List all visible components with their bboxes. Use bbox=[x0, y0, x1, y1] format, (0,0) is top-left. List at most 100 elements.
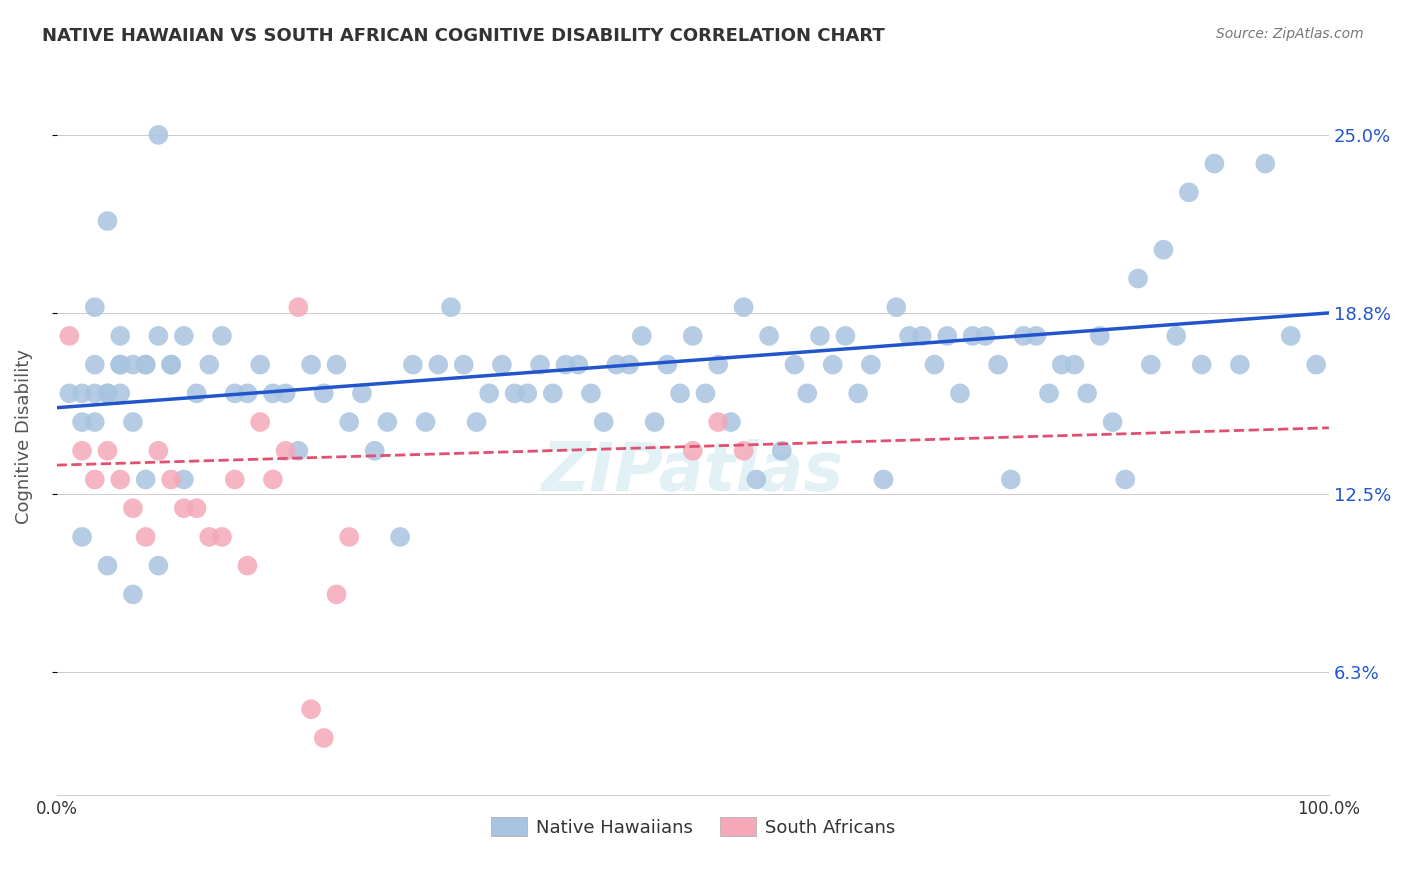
Point bbox=[1229, 358, 1251, 372]
Point bbox=[898, 329, 921, 343]
Point bbox=[325, 587, 347, 601]
Point bbox=[160, 473, 183, 487]
Point bbox=[312, 731, 335, 745]
Point bbox=[924, 358, 946, 372]
Point bbox=[312, 386, 335, 401]
Point bbox=[325, 358, 347, 372]
Point bbox=[592, 415, 614, 429]
Point bbox=[1279, 329, 1302, 343]
Point bbox=[1063, 358, 1085, 372]
Point bbox=[631, 329, 654, 343]
Point bbox=[337, 415, 360, 429]
Point bbox=[160, 358, 183, 372]
Point bbox=[70, 443, 93, 458]
Point bbox=[224, 386, 246, 401]
Point bbox=[83, 415, 105, 429]
Point bbox=[224, 473, 246, 487]
Point bbox=[122, 587, 145, 601]
Point bbox=[110, 386, 132, 401]
Point bbox=[1025, 329, 1047, 343]
Point bbox=[758, 329, 780, 343]
Point bbox=[287, 300, 309, 314]
Point bbox=[541, 386, 564, 401]
Point bbox=[1000, 473, 1022, 487]
Point bbox=[427, 358, 450, 372]
Point bbox=[962, 329, 984, 343]
Point bbox=[1101, 415, 1123, 429]
Point bbox=[96, 443, 118, 458]
Legend: Native Hawaiians, South Africans: Native Hawaiians, South Africans bbox=[484, 810, 903, 844]
Point bbox=[122, 415, 145, 429]
Point bbox=[83, 300, 105, 314]
Point bbox=[236, 386, 259, 401]
Text: NATIVE HAWAIIAN VS SOUTH AFRICAN COGNITIVE DISABILITY CORRELATION CHART: NATIVE HAWAIIAN VS SOUTH AFRICAN COGNITI… bbox=[42, 27, 884, 45]
Point bbox=[299, 358, 322, 372]
Point bbox=[363, 443, 385, 458]
Point bbox=[236, 558, 259, 573]
Point bbox=[516, 386, 538, 401]
Point bbox=[605, 358, 627, 372]
Point bbox=[846, 386, 869, 401]
Point bbox=[110, 358, 132, 372]
Point bbox=[478, 386, 501, 401]
Point bbox=[453, 358, 475, 372]
Point bbox=[682, 329, 704, 343]
Point bbox=[987, 358, 1010, 372]
Point bbox=[135, 358, 157, 372]
Point bbox=[745, 473, 768, 487]
Point bbox=[110, 473, 132, 487]
Point bbox=[148, 558, 170, 573]
Point bbox=[350, 386, 373, 401]
Point bbox=[83, 358, 105, 372]
Point bbox=[402, 358, 425, 372]
Point bbox=[617, 358, 640, 372]
Point bbox=[198, 358, 221, 372]
Point bbox=[299, 702, 322, 716]
Y-axis label: Cognitive Disability: Cognitive Disability bbox=[15, 349, 32, 524]
Point bbox=[465, 415, 488, 429]
Point bbox=[122, 501, 145, 516]
Point bbox=[96, 386, 118, 401]
Point bbox=[644, 415, 666, 429]
Point bbox=[96, 386, 118, 401]
Point bbox=[58, 386, 80, 401]
Point bbox=[58, 329, 80, 343]
Point bbox=[337, 530, 360, 544]
Point bbox=[974, 329, 997, 343]
Point bbox=[274, 443, 297, 458]
Point bbox=[1153, 243, 1175, 257]
Point bbox=[669, 386, 692, 401]
Point bbox=[707, 358, 730, 372]
Point bbox=[96, 558, 118, 573]
Point bbox=[884, 300, 907, 314]
Point bbox=[274, 386, 297, 401]
Point bbox=[567, 358, 589, 372]
Point bbox=[173, 501, 195, 516]
Point bbox=[148, 128, 170, 142]
Point bbox=[70, 415, 93, 429]
Point bbox=[733, 443, 755, 458]
Text: Source: ZipAtlas.com: Source: ZipAtlas.com bbox=[1216, 27, 1364, 41]
Point bbox=[529, 358, 551, 372]
Point bbox=[83, 386, 105, 401]
Point bbox=[770, 443, 793, 458]
Point bbox=[695, 386, 717, 401]
Point bbox=[1088, 329, 1111, 343]
Point bbox=[657, 358, 679, 372]
Point bbox=[70, 530, 93, 544]
Point bbox=[186, 386, 208, 401]
Point bbox=[377, 415, 399, 429]
Point bbox=[173, 329, 195, 343]
Point bbox=[949, 386, 972, 401]
Point bbox=[249, 358, 271, 372]
Point bbox=[1166, 329, 1188, 343]
Point bbox=[936, 329, 959, 343]
Point bbox=[733, 300, 755, 314]
Point bbox=[720, 415, 742, 429]
Point bbox=[1254, 156, 1277, 170]
Point bbox=[415, 415, 437, 429]
Point bbox=[83, 473, 105, 487]
Point bbox=[135, 530, 157, 544]
Point bbox=[70, 386, 93, 401]
Point bbox=[1038, 386, 1060, 401]
